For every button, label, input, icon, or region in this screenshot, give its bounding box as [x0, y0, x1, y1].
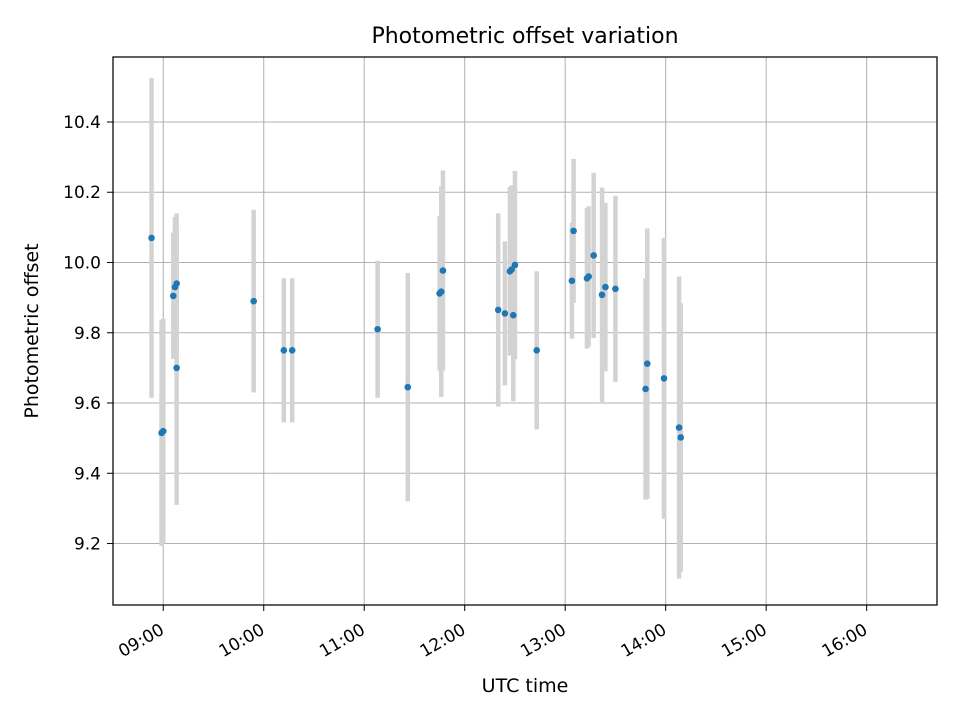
y-tick-label: 10.0 [63, 254, 101, 274]
data-point [612, 285, 619, 293]
data-point [642, 385, 649, 393]
data-point [288, 347, 296, 354]
y-tick-label: 9.4 [74, 464, 101, 484]
data-point [494, 306, 502, 314]
data-point [374, 325, 381, 333]
data-point [602, 283, 609, 291]
data-point [509, 311, 517, 319]
data-point [173, 280, 180, 287]
data-point [643, 360, 651, 367]
data-point [660, 375, 668, 382]
data-point [585, 273, 592, 280]
data-point [533, 347, 541, 354]
data-point [437, 288, 445, 295]
chart-title: Photometric offset variation [371, 24, 678, 49]
y-axis-label: Photometric offset [21, 243, 43, 418]
y-tick-label: 9.8 [74, 324, 101, 344]
y-tick-label: 9.6 [74, 394, 101, 414]
data-point [250, 297, 257, 305]
x-axis-label: UTC time [482, 675, 569, 697]
data-points [148, 227, 685, 441]
data-point [508, 266, 515, 273]
data-point [169, 292, 177, 300]
data-point [677, 434, 685, 441]
data-point [280, 347, 288, 354]
y-tick-label: 10.4 [63, 113, 101, 133]
data-point [511, 261, 519, 269]
data-point [404, 383, 412, 391]
data-point [568, 277, 576, 285]
y-tick-label: 9.2 [74, 535, 101, 555]
data-point [173, 364, 180, 372]
data-point [675, 424, 683, 431]
data-point [148, 234, 155, 242]
data-point [439, 267, 447, 274]
data-point [570, 227, 577, 235]
plot-frame [112, 56, 938, 606]
data-point [590, 252, 597, 259]
data-point [598, 291, 606, 299]
data-point [159, 427, 167, 435]
data-point [501, 310, 509, 317]
y-tick-label: 10.2 [63, 183, 101, 203]
